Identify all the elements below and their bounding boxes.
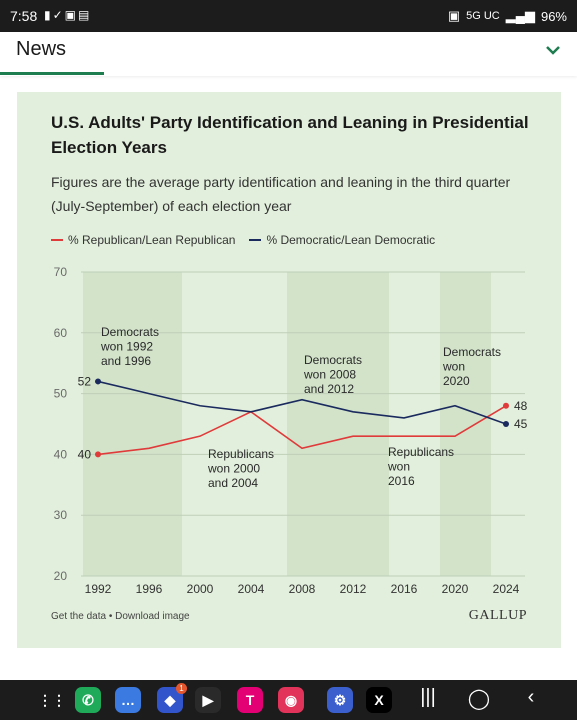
chart-title: U.S. Adults' Party Identification and Le…: [51, 113, 529, 157]
data-label: 52: [78, 374, 92, 388]
legend-swatch-republican: [51, 239, 63, 241]
network-label: 5G UC: [466, 10, 500, 22]
democratic-point: [503, 421, 509, 427]
back-icon[interactable]: ‹: [527, 686, 535, 708]
annotation-label: 2016: [388, 474, 415, 488]
status-right: ▣ 5G UC ▂▄▆ 96%: [448, 8, 567, 24]
legend-swatch-democratic: [249, 239, 262, 241]
gallup-logo: GALLUP: [468, 608, 527, 623]
recent-apps-icon[interactable]: |||: [420, 686, 436, 708]
app-drawer-icon[interactable]: ⋮⋮: [38, 687, 66, 713]
annotation-label: won 2008: [303, 368, 356, 382]
chevron-down-icon[interactable]: [543, 40, 563, 60]
democratic-line: [97, 380, 507, 425]
data-label: 40: [78, 447, 92, 461]
signal-icon: ▂▄▆: [505, 8, 535, 23]
navigation-bar: ||| ◯ ‹ ⋮⋮ ✆ … ◆ 1 ▶ T ◉ ⚙ X: [0, 680, 577, 720]
battery-label: 96%: [540, 8, 567, 24]
democratic-point: [95, 378, 101, 385]
home-icon[interactable]: ◯: [467, 688, 491, 710]
chart-subtitle: Figures are the average party identifica…: [51, 174, 511, 214]
y-tick-label: 20: [54, 569, 68, 583]
republican-point: [95, 451, 101, 458]
phone-app-icon[interactable]: ✆: [75, 687, 101, 713]
x-tick-label: 2008: [289, 582, 316, 596]
shaded-band: [287, 272, 389, 576]
notification-icons: ▮✓▣▤: [44, 8, 92, 22]
x-tick-label: 2024: [493, 582, 520, 596]
news-header: News: [0, 32, 577, 76]
camera-app-icon[interactable]: ◉: [278, 687, 304, 713]
legend-label-republican: % Republican/Lean Republican: [68, 233, 236, 247]
play-store-app-icon[interactable]: ▶: [195, 687, 221, 713]
active-tab-indicator: [0, 72, 104, 75]
shaded-band: [440, 272, 491, 576]
y-tick-label: 70: [54, 265, 68, 279]
status-bar: 7:58 ▮✓▣▤ ▣ 5G UC ▂▄▆ 96%: [0, 0, 577, 32]
legend-item-republican: % Republican/Lean Republican: [51, 233, 235, 247]
annotation-label: won: [442, 360, 465, 374]
x-tick-label: 2000: [187, 582, 214, 596]
annotation-label: and 2004: [208, 476, 258, 490]
get-data-links[interactable]: Get the data • Download image: [51, 611, 190, 622]
legend-label-democratic: % Democratic/Lean Democratic: [266, 233, 436, 247]
t-mobile-app-icon[interactable]: T: [237, 687, 263, 713]
x-tick-label: 2020: [442, 582, 469, 596]
line-chart: 20 30 40 50 60 70 1992 1996 2000 2004 2008 2012 2016…: [54, 265, 528, 596]
x-tick-label: 2012: [340, 582, 367, 596]
annotation-label: Republicans: [208, 447, 274, 461]
messages-app-icon[interactable]: …: [115, 687, 141, 713]
browser-app-icon[interactable]: ◆ 1: [157, 683, 187, 713]
page-title: News: [16, 38, 67, 60]
notification-badge: 1: [176, 683, 187, 694]
annotation-label: and 2012: [304, 382, 354, 396]
data-label: 48: [514, 399, 528, 413]
settings-app-icon[interactable]: ⚙: [327, 687, 353, 713]
x-app-icon[interactable]: X: [366, 687, 392, 713]
sim-icon: ▣: [447, 8, 461, 23]
y-tick-label: 40: [54, 447, 68, 461]
shaded-band: [83, 272, 182, 576]
annotation-label: Democrats: [101, 325, 159, 339]
annotation-label: Republicans: [388, 445, 454, 459]
x-tick-label: 1996: [136, 582, 163, 596]
annotation-label: won 2000: [207, 462, 260, 476]
annotation-label: won 1992: [100, 340, 153, 354]
y-tick-label: 30: [54, 508, 68, 522]
annotation-label: and 1996: [101, 354, 151, 368]
y-tick-label: 60: [54, 326, 68, 340]
legend-item-democratic: % Democratic/Lean Democratic: [249, 233, 435, 247]
chart-legend: % Republican/Lean Republican % Democrati…: [51, 233, 435, 247]
annotation-label: Democrats: [443, 345, 501, 359]
x-tick-label: 1992: [85, 582, 112, 596]
x-tick-label: 2016: [391, 582, 418, 596]
republican-point: [503, 402, 509, 409]
status-time: 7:58: [10, 8, 38, 24]
republican-line: [97, 405, 507, 456]
y-tick-label: 50: [54, 387, 68, 401]
annotation-label: Democrats: [304, 353, 362, 367]
x-tick-label: 2004: [238, 582, 265, 596]
annotation-label: won: [387, 460, 410, 474]
chart-card: 20 30 40 50 60 70 1992 1996 2000 2004 2008 2012 2016…: [17, 92, 561, 648]
annotation-label: 2020: [443, 374, 470, 388]
data-label: 45: [514, 417, 528, 431]
